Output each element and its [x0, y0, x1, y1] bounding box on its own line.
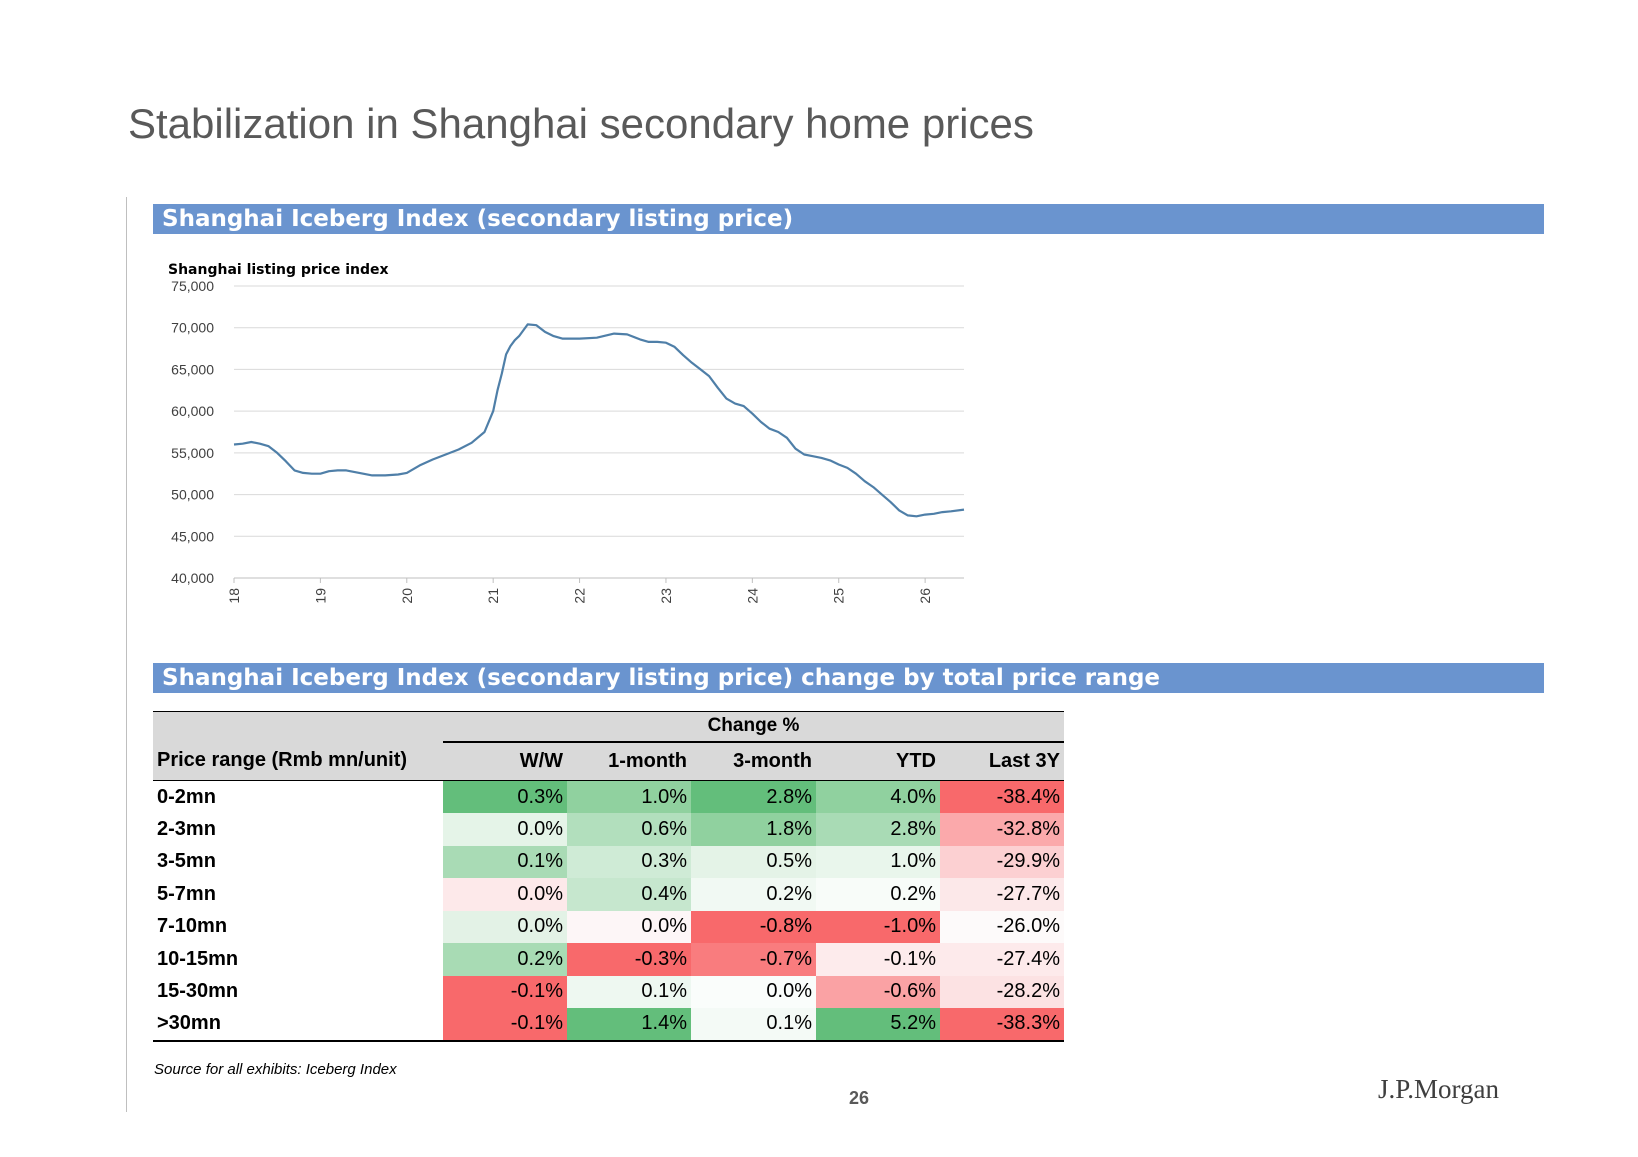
slide-title: Stabilization in Shanghai secondary home… — [128, 100, 1034, 147]
section-header-iceberg-index: Shanghai Iceberg Index (secondary listin… — [153, 204, 1544, 234]
table-column-header-row: Price range (Rmb mn/unit) W/W 1-month 3-… — [153, 740, 1064, 781]
x-tick-label: 23 — [658, 588, 674, 604]
column-header-1-month: 1-month — [567, 740, 691, 781]
table-cell: -28.2% — [940, 975, 1064, 1008]
chart-y-axis-label: Shanghai listing price index — [168, 262, 389, 278]
table-cell: 0.3% — [443, 780, 567, 813]
column-header-3-month: 3-month — [691, 740, 816, 781]
table-cell: 0.3% — [567, 845, 691, 878]
table-cell: -0.3% — [567, 943, 691, 976]
row-label: 10-15mn — [153, 943, 443, 976]
x-tick-label: 25 — [831, 588, 847, 604]
table-cell: -38.3% — [940, 1008, 1064, 1042]
table-cell: 5.2% — [816, 1008, 940, 1042]
column-header-price-range: Price range (Rmb mn/unit) — [153, 741, 443, 781]
row-label: 5-7mn — [153, 878, 443, 911]
table-cell: 0.1% — [443, 845, 567, 878]
table-group-header-row: Change % — [153, 711, 1064, 742]
table-cell: 0.1% — [691, 1008, 816, 1042]
table-cell: -0.1% — [816, 943, 940, 976]
row-label: 0-2mn — [153, 780, 443, 813]
table-cell: -27.7% — [940, 878, 1064, 911]
table-row: 15-30mn -0.1% 0.1% 0.0% -0.6% -28.2% — [153, 975, 1064, 1008]
table-cell: 1.0% — [816, 845, 940, 878]
table-row: 5-7mn 0.0% 0.4% 0.2% 0.2% -27.7% — [153, 878, 1064, 911]
x-tick-label: 18 — [226, 588, 242, 604]
row-label: 7-10mn — [153, 910, 443, 943]
table-cell: 4.0% — [816, 780, 940, 813]
listing-price-line-chart: 40,000 45,000 50,000 55,000 60,000 65,000 70,0… — [171, 278, 965, 604]
column-header-last-3y: Last 3Y — [940, 740, 1064, 781]
table-cell: -38.4% — [940, 780, 1064, 813]
table-row: 3-5mn 0.1% 0.3% 0.5% 1.0% -29.9% — [153, 845, 1064, 878]
table-cell: 0.0% — [443, 878, 567, 911]
table-row: 2-3mn 0.0% 0.6% 1.8% 2.8% -32.8% — [153, 813, 1064, 846]
source-note: Source for all exhibits: Iceberg Index — [154, 1061, 397, 1078]
table-cell: 0.0% — [567, 910, 691, 943]
y-tick-label: 60,000 — [171, 403, 214, 419]
table-cell: -0.6% — [816, 975, 940, 1008]
x-tick-label: 22 — [572, 588, 588, 604]
row-label: 3-5mn — [153, 845, 443, 878]
column-header-ytd: YTD — [816, 740, 940, 781]
table-cell: -0.7% — [691, 943, 816, 976]
table-cell: 0.2% — [691, 878, 816, 911]
table-cell: -0.1% — [443, 1008, 567, 1042]
table-cell: -1.0% — [816, 910, 940, 943]
y-tick-label: 45,000 — [171, 528, 214, 544]
y-tick-label: 55,000 — [171, 445, 214, 461]
table-cell: 1.0% — [567, 780, 691, 813]
listing-price-series-line — [233, 323, 965, 518]
table-cell: -29.9% — [940, 845, 1064, 878]
price-range-change-table: Change % Price range (Rmb mn/unit) W/W 1… — [153, 711, 1064, 1042]
x-tick-label: 20 — [399, 588, 415, 604]
table-cell: 0.0% — [691, 975, 816, 1008]
table-cell: 0.5% — [691, 845, 816, 878]
table-cell: 0.0% — [443, 813, 567, 846]
change-percent-header: Change % — [443, 711, 1064, 742]
table-cell: -26.0% — [940, 910, 1064, 943]
page-number: 26 — [849, 1088, 870, 1108]
y-tick-label: 70,000 — [171, 320, 214, 336]
table-cell: 1.4% — [567, 1008, 691, 1042]
row-label: 2-3mn — [153, 813, 443, 846]
table-cell: -0.1% — [443, 975, 567, 1008]
x-tick-label: 24 — [744, 588, 760, 604]
section-header-price-range-change: Shanghai Iceberg Index (secondary listin… — [153, 663, 1544, 693]
table-cell: -32.8% — [940, 813, 1064, 846]
y-tick-label: 75,000 — [171, 278, 214, 294]
table-cell: 0.2% — [443, 943, 567, 976]
row-label: >30mn — [153, 1008, 443, 1042]
table-cell: -0.8% — [691, 910, 816, 943]
table-cell: -27.4% — [940, 943, 1064, 976]
x-tick-label: 21 — [485, 588, 501, 604]
table-body: 0-2mn 0.3% 1.0% 2.8% 4.0% -38.4% 2-3mn 0.0% 0.6%… — [153, 780, 1064, 1042]
table-header-blank — [153, 711, 443, 742]
table-row: 10-15mn 0.2% -0.3% -0.7% -0.1% -27.4% — [153, 943, 1064, 976]
table-cell: 0.1% — [567, 975, 691, 1008]
left-divider — [126, 197, 127, 1112]
row-label: 15-30mn — [153, 975, 443, 1008]
table-cell: 0.6% — [567, 813, 691, 846]
x-tick-label: 19 — [312, 588, 328, 604]
x-tick-label: 26 — [917, 588, 933, 604]
table-cell: 0.2% — [816, 878, 940, 911]
table-cell: 2.8% — [691, 780, 816, 813]
table-row: >30mn -0.1% 1.4% 0.1% 5.2% -38.3% — [153, 1008, 1064, 1042]
table-cell: 2.8% — [816, 813, 940, 846]
table-cell: 1.8% — [691, 813, 816, 846]
y-tick-label: 65,000 — [171, 361, 214, 377]
table-cell: 0.4% — [567, 878, 691, 911]
column-header-ww: W/W — [443, 740, 567, 781]
table-row: 0-2mn 0.3% 1.0% 2.8% 4.0% -38.4% — [153, 780, 1064, 813]
y-tick-label: 50,000 — [171, 487, 214, 503]
table-row: 7-10mn 0.0% 0.0% -0.8% -1.0% -26.0% — [153, 910, 1064, 943]
y-tick-label: 40,000 — [171, 570, 214, 586]
jpmorgan-logo: J.P.Morgan — [1378, 1074, 1500, 1104]
table-cell: 0.0% — [443, 910, 567, 943]
